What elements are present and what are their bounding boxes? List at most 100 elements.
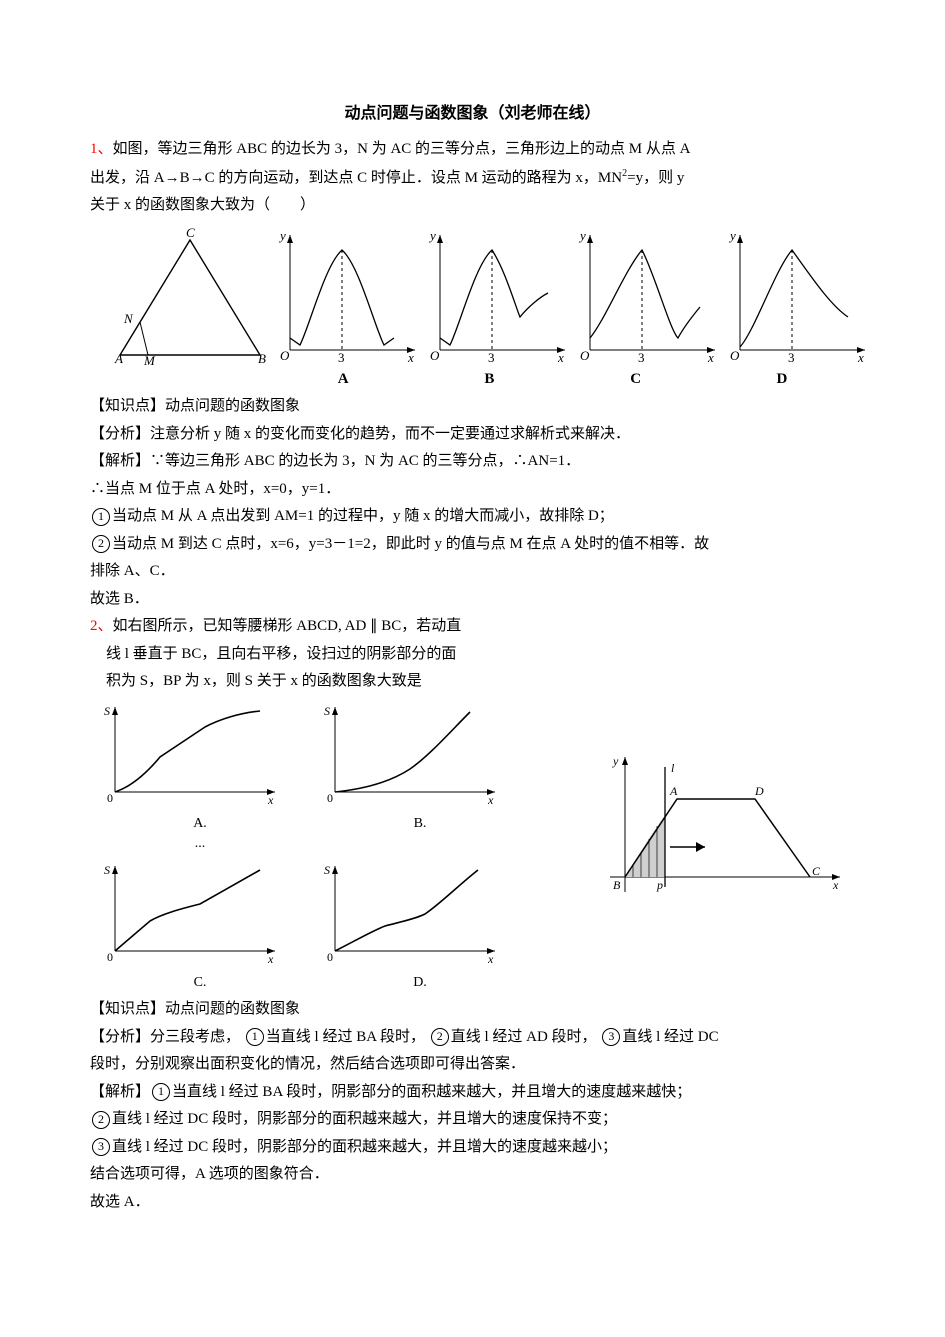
q2-ana: 【分析】分三段考虑， 1当直线 l 经过 BA 段时， 2直线 l 经过 AD … (90, 1025, 855, 1051)
q2-sol-3: 3直线 l 经过 DC 段时，阴影部分的面积越来越大，并且增大的速度越来越小； (90, 1135, 855, 1161)
q2-ana-4: 直线 l 经过 DC (622, 1029, 718, 1045)
svg-text:B: B (613, 878, 621, 892)
circled-2-icon: 2 (92, 535, 110, 553)
svg-text:x: x (487, 952, 494, 966)
svg-text:A: A (114, 351, 123, 365)
svg-text:S: S (324, 863, 330, 877)
svg-text:y: y (728, 228, 736, 243)
q1-conclusion: 故选 B． (90, 587, 855, 613)
svg-text:0: 0 (327, 791, 333, 805)
q1-number: 1、 (90, 141, 113, 157)
q2-opt-c: C. (90, 971, 310, 995)
q2-chart-c: 0 x S (90, 856, 290, 966)
circled-2-icon: 2 (92, 1111, 110, 1129)
q2-cell-c: 0 x S C. (90, 856, 310, 995)
q2-ana-2: 当直线 l 经过 BA 段时， (266, 1029, 425, 1045)
q1-kpt-label: 【知识点】 (90, 398, 165, 414)
q2-chart-a: 0 x S (90, 697, 290, 807)
q1-sol-3b: 2当动点 M 到达 C 点时，x=6，y=3－1=2，即此时 y 的值与点 M … (90, 532, 855, 558)
q1-stem-line1: 1、如图，等边三角形 ABC 的边长为 3，N 为 AC 的三等分点，三角形边上… (90, 137, 855, 163)
q2-figure-row: 0 x S A. ... 0 x S B. (90, 697, 855, 995)
q2-option-grid: 0 x S A. ... 0 x S B. (90, 697, 530, 995)
q2-ana-label: 【分析】 (90, 1029, 150, 1045)
q2-sol-1: 【解析】1当直线 l 经过 BA 段时，阴影部分的面积越来越大，并且增大的速度越… (90, 1080, 855, 1106)
svg-text:x: x (707, 350, 714, 365)
q2-kpt-text: 动点问题的函数图象 (165, 1001, 300, 1017)
svg-text:S: S (104, 863, 110, 877)
circled-1-icon: 1 (92, 508, 110, 526)
q1-opt-d: D (709, 367, 855, 393)
q2-kpt-label: 【知识点】 (90, 1001, 165, 1017)
svg-text:x: x (832, 878, 839, 892)
svg-text:x: x (557, 350, 564, 365)
svg-text:x: x (487, 793, 494, 807)
q2-stem-1: 如右图所示，已知等腰梯形 ABCD, AD ∥ BC，若动直 (113, 618, 462, 634)
q2-cell-d: 0 x S D. (310, 856, 530, 995)
svg-text:O: O (280, 348, 290, 363)
q2-opt-d: D. (310, 971, 530, 995)
q2-sol-3-text: 直线 l 经过 DC 段时，阴影部分的面积越来越大，并且增大的速度越来越小； (112, 1139, 617, 1155)
circled-1-icon: 1 (246, 1028, 264, 1046)
q1-sol-1: 【解析】∵等边三角形 ABC 的边长为 3，N 为 AC 的三等分点，∴AN=1… (90, 449, 855, 475)
svg-text:x: x (267, 952, 274, 966)
q2-trapezoid-diagram: B p A D C l x y (595, 737, 855, 937)
q2-sol-2-text: 直线 l 经过 DC 段时，阴影部分的面积越来越大，并且增大的速度保持不变； (112, 1111, 617, 1127)
q1-kpt: 【知识点】动点问题的函数图象 (90, 394, 855, 420)
q1-stem-3: =y，则 y (627, 170, 684, 186)
q1-sol-3c: 排除 A、C． (90, 559, 855, 585)
svg-text:S: S (104, 704, 110, 718)
q1-chart-c: O 3 x y (570, 225, 720, 365)
q2-chart-b: 0 x S (310, 697, 510, 807)
page-title: 动点问题与函数图象（刘老师在线） (90, 100, 855, 127)
q2-stem-line3: 积为 S，BP 为 x，则 S 关于 x 的函数图象大致是 (106, 669, 855, 695)
q1-sol-2: ∴当点 M 位于点 A 处时，x=0，y=1． (90, 477, 855, 503)
q2-conclusion: 故选 A． (90, 1190, 855, 1216)
q1-chart-b: O 3 x y (420, 225, 570, 365)
svg-text:x: x (407, 350, 414, 365)
q1-kpt-text: 动点问题的函数图象 (165, 398, 300, 414)
svg-text:A: A (669, 784, 678, 798)
q2-ana-3: 直线 l 经过 AD 段时， (451, 1029, 597, 1045)
svg-text:O: O (430, 348, 440, 363)
q1-chart-a: O 3 x y (270, 225, 420, 365)
q1-stem-line3: 关于 x 的函数图象大致为（ ） (90, 193, 855, 219)
q2-cell-b: 0 x S B. (310, 697, 530, 856)
svg-text:y: y (612, 754, 619, 768)
q2-sol-2: 2直线 l 经过 DC 段时，阴影部分的面积越来越大，并且增大的速度保持不变； (90, 1107, 855, 1133)
circled-2-icon: 2 (431, 1028, 449, 1046)
q2-ellipsis: ... (90, 832, 310, 856)
q2-opt-b: B. (310, 812, 530, 836)
q2-ana-5: 段时，分别观察出面积变化的情况，然后结合选项即可得出答案． (90, 1052, 855, 1078)
svg-text:M: M (143, 353, 156, 365)
q1-sol-3b-text: 当动点 M 到达 C 点时，x=6，y=3－1=2，即此时 y 的值与点 M 在… (112, 536, 709, 552)
circled-3-icon: 3 (92, 1138, 110, 1156)
svg-text:C: C (186, 225, 195, 240)
q1-sol-3a-text: 当动点 M 从 A 点出发到 AM=1 的过程中，y 随 x 的增大而减小，故排… (112, 508, 614, 524)
page: 动点问题与函数图象（刘老师在线） 1、如图，等边三角形 ABC 的边长为 3，N… (0, 0, 945, 1257)
svg-text:3: 3 (488, 350, 495, 365)
svg-text:0: 0 (107, 950, 113, 964)
q1-triangle-diagram: A B C N M (110, 225, 270, 365)
svg-text:0: 0 (327, 950, 333, 964)
svg-text:y: y (428, 228, 436, 243)
q2-kpt: 【知识点】动点问题的函数图象 (90, 997, 855, 1023)
q2-number: 2、 (90, 618, 113, 634)
svg-text:B: B (258, 351, 266, 365)
svg-text:p: p (656, 878, 663, 892)
q2-stem-line2: 线 l 垂直于 BC，且向右平移，设扫过的阴影部分的面 (106, 642, 855, 668)
q1-stem-2: 出发，沿 A→B→C 的方向运动，到达点 C 时停止．设点 M 运动的路程为 x… (90, 170, 622, 186)
svg-text:y: y (578, 228, 586, 243)
svg-text:x: x (267, 793, 274, 807)
svg-text:S: S (324, 704, 330, 718)
q1-stem-line2: 出发，沿 A→B→C 的方向运动，到达点 C 时停止．设点 M 运动的路程为 x… (90, 165, 855, 192)
q2-ana-1: 分三段考虑， (150, 1029, 240, 1045)
q1-chart-d: O 3 x y (720, 225, 870, 365)
svg-text:D: D (754, 784, 764, 798)
circled-1-icon: 1 (152, 1083, 170, 1101)
svg-text:O: O (730, 348, 740, 363)
q1-figure-row: A B C N M O 3 x y O 3 (110, 225, 855, 365)
svg-text:y: y (278, 228, 286, 243)
svg-text:3: 3 (638, 350, 645, 365)
q1-opt-c: C (563, 367, 709, 393)
q1-option-labels: A B C D (270, 367, 855, 393)
